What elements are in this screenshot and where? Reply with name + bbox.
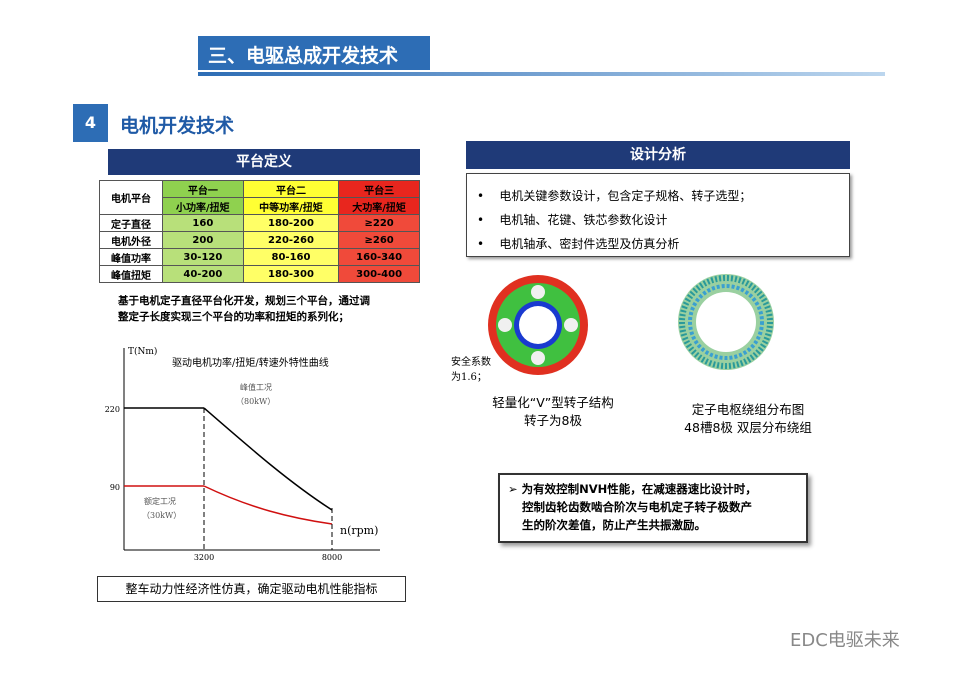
table-row: 峰值功率 30-120 80-160 160-340 bbox=[99, 248, 420, 266]
table-row: 电机外径 200 220-260 ≥260 bbox=[99, 231, 420, 249]
y-label: T(Nm) bbox=[128, 346, 157, 357]
nvh-line: ➢ 为有效控制NVH性能，在减速器速比设计时， bbox=[508, 482, 757, 496]
section-title: 电机开发技术 bbox=[120, 115, 235, 137]
bullet: • 电机轴、花键、铁芯参数化设计 bbox=[477, 213, 668, 227]
table-cell: 160 bbox=[162, 214, 244, 232]
annotation: （80kW） bbox=[236, 397, 275, 406]
table-cell: 300-400 bbox=[338, 265, 420, 283]
bullet-text: 电机轴、花键、铁芯参数化设计 bbox=[499, 213, 668, 227]
x-label: n(rpm) bbox=[340, 524, 378, 537]
safety-line: 为1.6； bbox=[451, 372, 487, 383]
annotation: （30kW） bbox=[142, 511, 181, 520]
caption-line: 转子为8极 bbox=[524, 413, 582, 428]
table-cell: 中等功率/扭矩 bbox=[242, 197, 340, 215]
table-cell: ≥260 bbox=[338, 231, 420, 249]
table-row: 定子直径 160 180-200 ≥220 bbox=[99, 214, 420, 232]
platform-note: 基于电机定子直径平台化开发，规划三个平台，通过调 整定子长度实现三个平台的功率和扭… bbox=[118, 293, 370, 325]
annotation: 峰值工况 bbox=[240, 382, 272, 392]
caption-line: 轻量化“V”型转子结构 bbox=[492, 395, 614, 410]
table-cell: 平台三 bbox=[338, 180, 420, 198]
note-line: 整定子长度实现三个平台的功率和扭矩的系列化； bbox=[118, 311, 349, 323]
nvh-line: 控制齿轮齿数啮合阶次与电机定子转子极数产 bbox=[522, 500, 752, 514]
table-cell: 大功率/扭矩 bbox=[338, 197, 420, 215]
table-cell: 电机平台 bbox=[99, 180, 163, 215]
table-cell: 电机外径 bbox=[99, 231, 163, 249]
safety: 安全系数为1.6； bbox=[451, 355, 491, 385]
table-row: 小功率/扭矩 中等功率/扭矩 大功率/扭矩 bbox=[100, 197, 420, 215]
x-tick: 3200 bbox=[194, 553, 214, 562]
table-cell: ≥220 bbox=[338, 214, 420, 232]
table-cell: 峰值扭矩 bbox=[99, 265, 163, 283]
table-row: 电机平台 平台一 平台二 平台三 bbox=[99, 180, 420, 215]
header-title: 三、电驱总成开发技术 bbox=[208, 45, 399, 67]
table-cell: 80-160 bbox=[242, 248, 340, 266]
curve-title: 驱动电机功率/扭矩/转速外特性曲线 bbox=[172, 356, 329, 369]
bullet-text: 电机轴承、密封件选型及仿真分析 bbox=[499, 237, 680, 251]
curve-chart: T(Nm) 驱动电机功率/扭矩/转速外特性曲线 220 90 3200 8000… bbox=[105, 346, 380, 562]
nvh-line: 生的阶次差值，防止产生共振激励。 bbox=[522, 518, 706, 532]
bullet: • 电机关键参数设计，包含定子规格、转子选型； bbox=[477, 189, 752, 203]
caption-line: 定子电枢绕组分布图 bbox=[691, 402, 805, 417]
rotor-image bbox=[488, 275, 588, 375]
nvh-box: ➢ 为有效控制NVH性能，在减速器速比设计时， 控制齿轮齿数啮合阶次与电机定子转… bbox=[498, 473, 808, 543]
header-bar bbox=[198, 36, 430, 70]
table-cell: 180-200 bbox=[242, 214, 340, 232]
section-number: 4 bbox=[73, 104, 108, 142]
platform-title: 平台定义 bbox=[108, 149, 420, 175]
table-cell: 峰值功率 bbox=[99, 248, 163, 266]
header-line bbox=[198, 72, 885, 76]
design-title: 设计分析 bbox=[466, 141, 850, 169]
table-cell: 160-340 bbox=[338, 248, 420, 266]
table-cell: 220-260 bbox=[242, 231, 340, 249]
bullet-text: 电机关键参数设计，包含定子规格、转子选型； bbox=[499, 189, 752, 203]
bullet: • 电机轴承、密封件选型及仿真分析 bbox=[477, 237, 680, 251]
table-cell: 小功率/扭矩 bbox=[162, 197, 244, 215]
table-cell: 30-120 bbox=[162, 248, 244, 266]
rotor-caption: 轻量化“V”型转子结构 转子为8极 bbox=[468, 394, 638, 430]
nvh-text: ➢ 为有效控制NVH性能，在减速器速比设计时， 控制齿轮齿数啮合阶次与电机定子转… bbox=[508, 480, 806, 534]
y-tick: 220 bbox=[105, 405, 120, 414]
table-cell: 平台一 bbox=[162, 180, 244, 198]
caption: 整车动力性经济性仿真，确定驱动电机性能指标 bbox=[97, 576, 406, 602]
table-cell: 200 bbox=[162, 231, 244, 249]
bullet-box: • 电机关键参数设计，包含定子规格、转子选型； • 电机轴、花键、铁芯参数化设计… bbox=[466, 173, 850, 257]
nvh-span: 为有效控制NVH性能，在减速器速比设计时， bbox=[521, 482, 757, 496]
safety-line: 安全系数 bbox=[451, 357, 491, 368]
caption-line: 48槽8极 双层分布绕组 bbox=[684, 420, 812, 435]
table-cell: 40-200 bbox=[162, 265, 244, 283]
annotation: 额定工况 bbox=[144, 496, 176, 506]
table-row: 峰值扭矩 40-200 180-300 300-400 bbox=[99, 265, 420, 283]
bullets: • 电机关键参数设计，包含定子规格、转子选型； • 电机轴、花键、铁芯参数化设计… bbox=[477, 184, 849, 256]
x-tick: 8000 bbox=[322, 553, 342, 562]
note-line: 基于电机定子直径平台化开发，规划三个平台，通过调 bbox=[118, 295, 370, 307]
table-cell: 定子直径 bbox=[99, 214, 163, 232]
stator-image bbox=[678, 274, 774, 370]
table-cell: 平台二 bbox=[242, 180, 340, 198]
table-cell: 180-300 bbox=[242, 265, 340, 283]
watermark: EDC电驱未来 bbox=[790, 630, 900, 651]
platform-table: 电机平台 平台一 平台二 平台三 小功率/扭矩 中等功率/扭矩 大功率/扭矩 定子直径 160 1… bbox=[99, 180, 420, 283]
stator-caption: 定子电枢绕组分布图 48槽8极 双层分布绕组 bbox=[660, 401, 836, 437]
y-tick: 90 bbox=[110, 483, 120, 492]
